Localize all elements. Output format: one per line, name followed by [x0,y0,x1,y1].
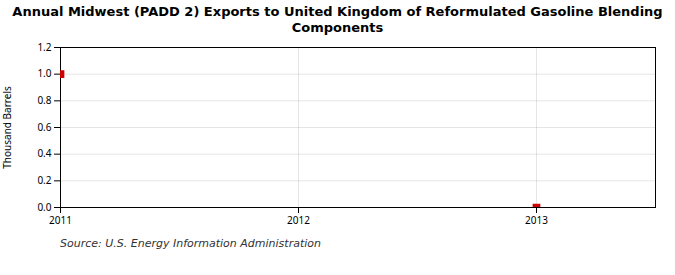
svg-text:Thousand Barrels: Thousand Barrels [0,86,14,169]
svg-text:0.4: 0.4 [37,147,51,161]
svg-text:2011: 2011 [49,213,72,227]
svg-text:2013: 2013 [525,213,548,227]
svg-text:0.8: 0.8 [37,93,51,107]
svg-text:2012: 2012 [287,213,310,227]
svg-text:0.2: 0.2 [37,173,51,187]
html-text:Annual Midwest (PADD 2) Export: Annual Midwest (PADD 2) Exports to Unite… [12,4,663,35]
svg-text:0.0: 0.0 [37,200,51,214]
svg-text:0.6: 0.6 [37,120,51,134]
svg-text:1.0: 1.0 [37,67,51,81]
html-text:Source: U.S. Energy Informatio: Source: U.S. Energy Information Administ… [60,237,321,251]
svg-text:1.2: 1.2 [37,40,51,54]
